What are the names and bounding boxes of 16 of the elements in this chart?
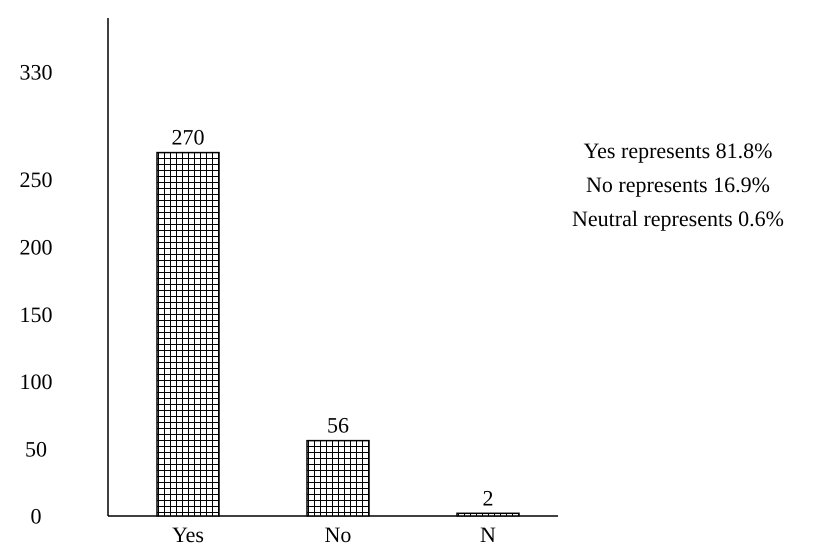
text: Neutral represents 0.6% (572, 206, 784, 231)
data-label: 56 (327, 412, 349, 438)
y-tick-label: 0 (30, 504, 42, 529)
x-tick-label: No (324, 522, 352, 547)
y-tick-label: 150 (20, 302, 52, 327)
text: No represents 16.9% (586, 172, 770, 197)
y-tick-label: 50 (25, 436, 47, 462)
y-tick-label: 200 (20, 234, 52, 260)
data-label: 2 (482, 485, 494, 510)
y-tick-label: 330 (20, 60, 52, 85)
x-tick-label: N (480, 522, 496, 547)
data-label: 270 (172, 124, 204, 150)
x-tick-label: Yes (172, 522, 204, 547)
y-tick-label: 250 (20, 167, 52, 192)
text: Yes represents 81.8% (583, 138, 773, 163)
y-tick-label: 100 (20, 369, 52, 394)
